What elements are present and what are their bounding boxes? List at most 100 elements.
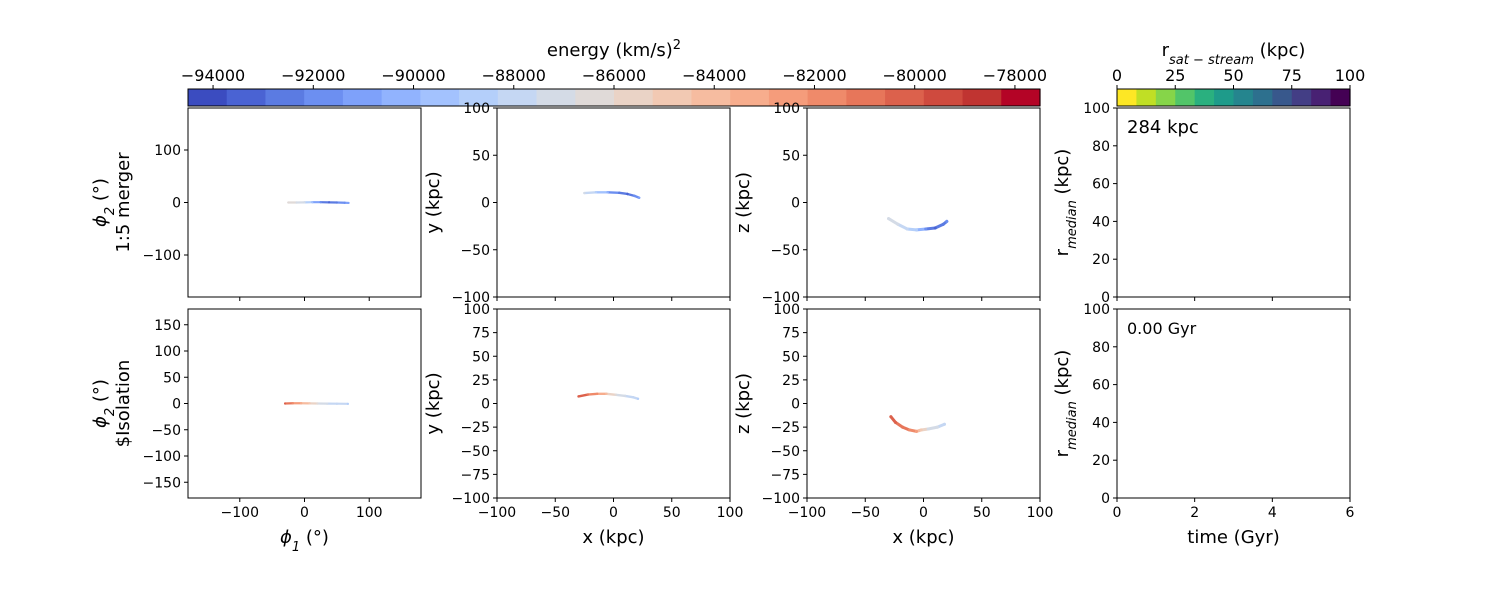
xz-stream-point — [935, 425, 939, 429]
colorbar-label-part: (kpc) — [1254, 40, 1306, 61]
colorbar-swatch — [1272, 89, 1293, 106]
colorbar-swatch — [1155, 89, 1176, 106]
xy-stream-segment — [605, 392, 618, 397]
phi1-xlabel-part: (°) — [300, 527, 329, 548]
panel-xy-row0: 100 50 0 −50 −100 y (kpc) — [423, 101, 731, 306]
y-tick-label: −100 — [143, 449, 181, 465]
phi-stream-point — [308, 402, 311, 405]
phi2-ylabel-part: ϕ — [90, 215, 111, 227]
xy-stream-point — [623, 394, 627, 398]
r-median-ylabel-part: (kpc) — [1052, 149, 1073, 201]
xy-stream-point — [583, 191, 586, 195]
time-axis-label: time (Gyr) — [1187, 527, 1279, 548]
y-tick-label: 50 — [472, 148, 490, 164]
colorbar-tick-label: 25 — [1165, 66, 1185, 85]
panel-xz-row1: 100 75 50 25 0 −25 −50 −75 −100−100 −50 0 50 100 z (k… — [733, 302, 1053, 548]
x-tick-label: 0 — [609, 505, 618, 521]
colorbar-swatch — [459, 89, 499, 106]
phi-stream-point — [326, 402, 329, 405]
y-tick-label: 100 — [773, 101, 800, 117]
y-tick-label: −100 — [143, 248, 181, 264]
xy-stream-point — [636, 397, 640, 400]
phi-stream-point — [283, 402, 287, 405]
x-tick-label: 0 — [300, 505, 309, 521]
panel-xz-row0: 100 50 0 −50 −100 z (kpc) — [733, 101, 1041, 306]
y-tick-label: 40 — [1092, 214, 1110, 230]
phi2-ylabel-part: (°) — [90, 178, 111, 207]
phi2-ylabel: ϕ2 (°) — [90, 178, 118, 227]
y-tick-label: 100 — [154, 344, 181, 360]
y-tick-label: −100 — [762, 290, 800, 306]
xz-stream-point — [896, 222, 900, 226]
colorbar-tick-label: −78000 — [983, 66, 1047, 85]
xz-stream-point — [905, 227, 909, 231]
y-tick-label: 50 — [782, 148, 800, 164]
colorbar-swatch — [265, 89, 305, 106]
phi-stream-point — [316, 402, 319, 405]
xz-stream-point — [915, 228, 919, 232]
colorbar-tick-label: 75 — [1282, 66, 1302, 85]
y-tick-label: 0 — [481, 397, 490, 413]
colorbar-label: energy (km/s)2 — [547, 38, 681, 62]
x-tick-label: 6 — [1346, 505, 1355, 521]
xy-stream-point — [614, 393, 618, 397]
xy-stream-point — [618, 191, 621, 195]
xz-stream-point — [915, 429, 919, 433]
axes-frame — [806, 308, 1041, 499]
y-tick-label: 100 — [773, 302, 800, 318]
xy-stream-segment — [577, 393, 590, 398]
r-median-ylabel-part: r — [1052, 248, 1073, 256]
colorbar-energy: −94000 −92000 −90000 −88000 −86000 −84000 −820… — [181, 38, 1047, 107]
colorbar-label-part: sat − stream — [1169, 53, 1254, 68]
y-tick-label: 100 — [1083, 302, 1110, 318]
phi1-xlabel-part: 1 — [292, 540, 300, 555]
axes-frame — [1116, 308, 1351, 499]
colorbar-tick-label: −86000 — [582, 66, 646, 85]
colorbar-swatch — [188, 89, 228, 106]
xy-stream-segment — [626, 192, 636, 198]
y-tick-label: 150 — [154, 318, 181, 334]
x-tick-label: 0 — [919, 505, 928, 521]
xy-stream-point — [594, 191, 598, 194]
xz-stream-point — [894, 420, 898, 424]
xy-stream-segment — [586, 392, 599, 396]
y-tick-label: 50 — [782, 349, 800, 365]
y-tick-label: 100 — [463, 302, 490, 318]
y-tick-label: 25 — [782, 373, 800, 389]
y-tick-label: 0 — [1101, 290, 1110, 306]
xz-stream-segment — [887, 217, 900, 226]
phi-stream-point — [346, 402, 349, 405]
panel-xy-row1: 100 75 50 25 0 −25 −50 −75 −100−100 −50 0 50 100 y (k… — [423, 302, 743, 548]
phi-stream-point — [343, 201, 346, 204]
phi1-xlabel: ϕ1 (°) — [280, 527, 329, 555]
colorbar-swatch — [1194, 89, 1215, 106]
phi-stream-point — [347, 201, 350, 205]
xz-stream-segment — [905, 227, 919, 232]
colorbar-swatch — [1175, 89, 1196, 106]
colorbar-tick-label: 0 — [1112, 66, 1122, 85]
phi2-ylabel-part: 2 — [103, 207, 118, 215]
x-tick-label: 100 — [717, 505, 744, 521]
colorbar-swatch — [1001, 89, 1041, 106]
y-tick-label: 0 — [172, 397, 181, 413]
colorbar-swatch — [730, 89, 770, 106]
x-tick-label: −100 — [221, 505, 259, 521]
row-name-label: 1:5 merger — [113, 152, 134, 253]
xz-stream-point — [901, 425, 905, 429]
y-tick-label: 100 — [463, 101, 490, 117]
phi2-ylabel: ϕ2 (°) — [90, 379, 118, 428]
y-tick-label: −75 — [770, 467, 800, 483]
colorbar-tick-label: −82000 — [782, 66, 846, 85]
axes-frame — [806, 107, 1041, 298]
r-median-ylabel-part: median — [1065, 200, 1080, 249]
colorbar-r_sat_stream: 0 25 50 75 100 rsat − stream (kpc) — [1112, 40, 1365, 107]
row-name-label: $Isolation — [113, 360, 134, 448]
colorbar-label: rsat − stream (kpc) — [1162, 40, 1306, 68]
y-tick-label: 60 — [1092, 177, 1110, 193]
panel-annotation: 0.00 Gyr — [1127, 319, 1197, 338]
y-tick-label: −50 — [460, 243, 490, 259]
colorbar-swatch — [304, 89, 344, 106]
phi2-ylabel-part: 2 — [103, 408, 118, 416]
phi-stream-point — [311, 201, 314, 204]
